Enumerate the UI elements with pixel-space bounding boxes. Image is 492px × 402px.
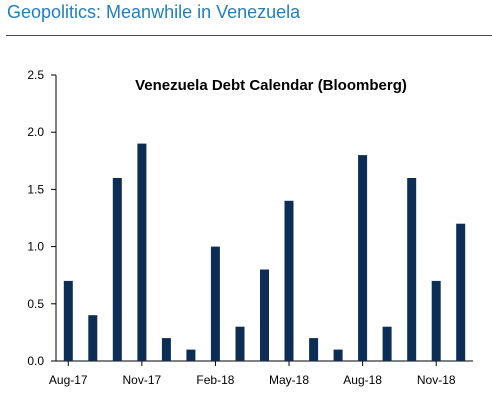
- x-tick-label: Aug-17: [49, 373, 88, 387]
- x-tick-label: Nov-17: [123, 373, 162, 387]
- bar-sep-18: [382, 326, 392, 361]
- y-tick-label: 0.5: [27, 297, 44, 311]
- bar-apr-18: [260, 269, 269, 361]
- x-tick-label: May-18: [269, 373, 309, 387]
- page-title: Geopolitics: Meanwhile in Venezuela: [7, 2, 301, 22]
- bar-sep-17: [88, 315, 98, 361]
- y-tick-label: 1.5: [27, 182, 44, 196]
- bar-dec-18: [456, 223, 466, 361]
- bar-oct-18: [407, 178, 417, 361]
- bar-aug-18: [358, 155, 368, 361]
- x-tick-label: Feb-18: [196, 373, 234, 387]
- bar-feb-18: [210, 246, 220, 361]
- bar-nov-17: [137, 143, 147, 361]
- bar-nov-18: [431, 280, 441, 361]
- bar-may-18: [284, 200, 294, 361]
- y-tick-label: 0.0: [27, 354, 44, 368]
- bar-jan-18: [186, 349, 196, 361]
- bar-jul-18: [333, 349, 343, 361]
- bar-jun-18: [309, 338, 319, 361]
- x-tick-label: Aug-18: [343, 373, 382, 387]
- bar-aug-17: [63, 280, 73, 361]
- y-tick-label: 2.5: [27, 68, 44, 82]
- header-divider: [6, 35, 492, 36]
- y-tick-label: 2.0: [27, 125, 44, 139]
- chart-title: Venezuela Debt Calendar (Bloomberg): [135, 77, 407, 94]
- bar-oct-17: [112, 178, 122, 361]
- x-tick-label: Nov-18: [417, 373, 456, 387]
- bar-dec-17: [161, 338, 171, 361]
- y-tick-label: 1.0: [27, 240, 44, 254]
- bar-mar-18: [235, 326, 245, 361]
